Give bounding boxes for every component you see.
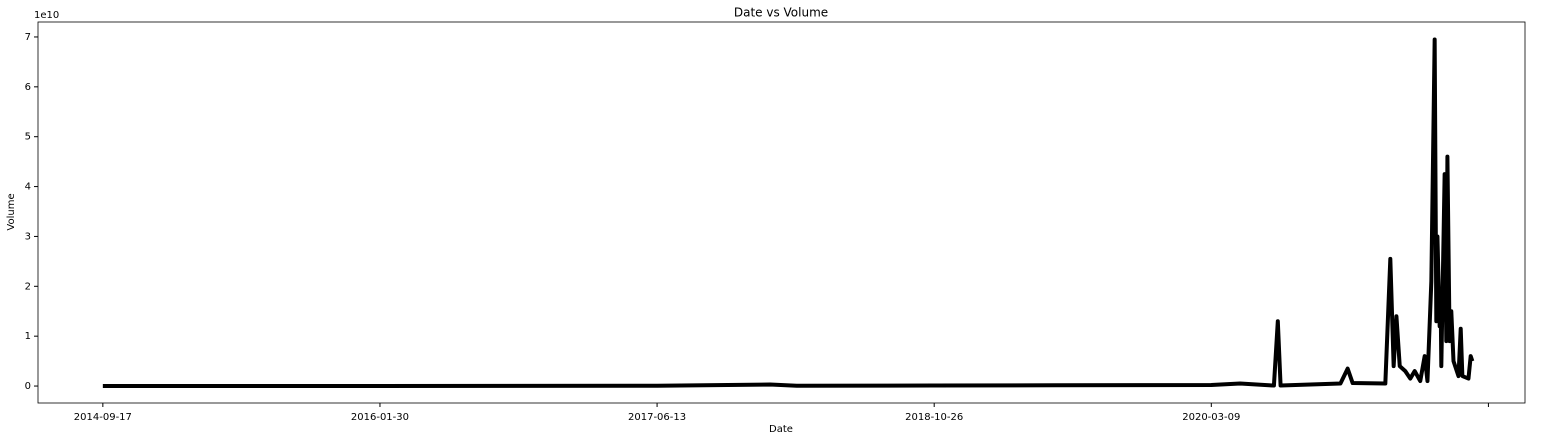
y-tick-label: 0 xyxy=(25,381,31,392)
x-tick-label: 2017-06-13 xyxy=(628,412,686,423)
x-axis-label: Date xyxy=(769,424,793,435)
y-tick-label: 7 xyxy=(25,32,31,43)
x-tick-label: 2014-09-17 xyxy=(74,412,132,423)
plot-frame xyxy=(37,21,1526,404)
x-tick-label: 2018-10-26 xyxy=(905,412,963,423)
x-tick-label: 2016-01-30 xyxy=(351,412,409,423)
chart-title: Date vs Volume xyxy=(734,6,828,20)
y-tick-label: 5 xyxy=(25,132,31,143)
data-line xyxy=(102,37,1475,388)
y-tick-label: 6 xyxy=(25,82,31,93)
y-tick-label: 3 xyxy=(25,231,31,242)
y-offset-label: 1e10 xyxy=(34,10,59,21)
x-tick-label: 2020-03-09 xyxy=(1182,412,1240,423)
y-tick-label: 1 xyxy=(25,331,31,342)
y-tick-label: 2 xyxy=(25,281,31,292)
y-tick-label: 4 xyxy=(25,182,31,193)
y-axis-label: Volume xyxy=(6,193,17,230)
